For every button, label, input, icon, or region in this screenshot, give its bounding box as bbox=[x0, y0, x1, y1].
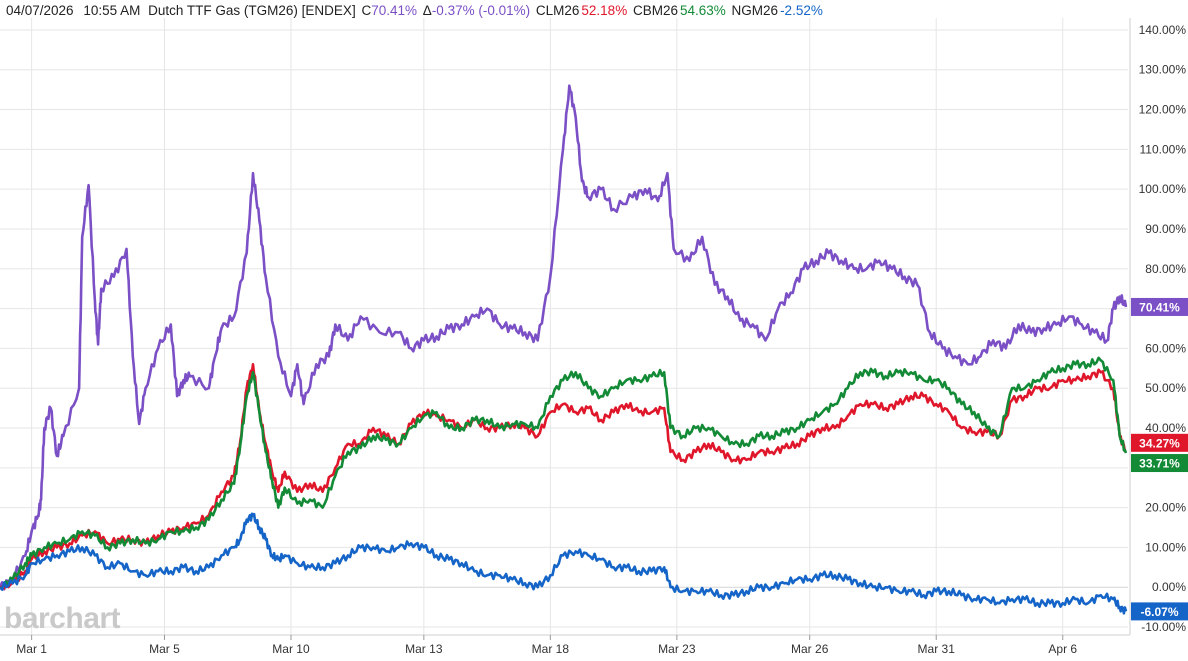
last-value-label-CBM26: 33.71% bbox=[1139, 457, 1180, 471]
x-tick-label: Mar 1 bbox=[16, 642, 47, 656]
x-tick-label: Mar 26 bbox=[791, 642, 829, 656]
header-change-value: -0.37% (-0.01%) bbox=[431, 3, 531, 18]
chart-header: 04/07/2026 10:55 AM Dutch TTF Gas (TGM26… bbox=[6, 3, 825, 18]
header-s3-value: -2.52% bbox=[780, 3, 823, 18]
last-value-label-CLM26: 34.27% bbox=[1139, 436, 1180, 450]
header-s1-symbol: CLM26 bbox=[535, 3, 580, 18]
x-tick-label: Mar 18 bbox=[532, 642, 570, 656]
header-change-label: Δ bbox=[422, 3, 432, 18]
y-tick-label: 130.00% bbox=[1139, 63, 1187, 77]
y-tick-label: 120.00% bbox=[1139, 103, 1187, 117]
series-line-NGM26 bbox=[0, 512, 1128, 615]
x-tick-label: Mar 31 bbox=[918, 642, 956, 656]
y-tick-label: 50.00% bbox=[1145, 381, 1186, 395]
series-line-CBM26 bbox=[0, 356, 1128, 591]
y-tick-label: -10.00% bbox=[1141, 620, 1186, 634]
header-close-label: C bbox=[361, 3, 372, 18]
last-value-label-NGM26: -6.07% bbox=[1140, 605, 1178, 619]
last-value-tags: 70.41% 34.27% 33.71% -6.07% bbox=[1131, 297, 1188, 621]
x-tick-label: Mar 5 bbox=[149, 642, 180, 656]
y-tick-label: 10.00% bbox=[1145, 540, 1186, 554]
y-axis: -10.00%0.00%10.00%20.00%30.00%40.00%50.0… bbox=[1129, 18, 1187, 635]
y-tick-label: 110.00% bbox=[1140, 142, 1187, 156]
x-tick-label: Apr 6 bbox=[1048, 642, 1077, 656]
y-tick-label: 60.00% bbox=[1145, 341, 1186, 355]
y-tick-label: 80.00% bbox=[1145, 262, 1186, 276]
header-s3-symbol: NGM26 bbox=[731, 3, 779, 18]
series-layer bbox=[0, 84, 1128, 615]
last-value-tag-CBM26 bbox=[1131, 454, 1188, 473]
header-close-value: 70.41% bbox=[371, 3, 418, 18]
x-tick-label: Mar 23 bbox=[658, 642, 696, 656]
series-line-TGM26 bbox=[0, 84, 1128, 591]
x-axis: Mar 1 Mar 5 Mar 10 Mar 13 Mar 18 Mar 23 Mar 26… bbox=[0, 634, 1130, 656]
x-tick-label: Mar 13 bbox=[405, 642, 443, 656]
y-tick-label: 20.00% bbox=[1145, 501, 1186, 515]
header-s2-symbol: CBM26 bbox=[632, 3, 678, 18]
last-value-tag-CLM26 bbox=[1131, 433, 1188, 452]
last-value-tag-NGM26 bbox=[1131, 602, 1188, 621]
y-tick-label: 0.00% bbox=[1152, 580, 1186, 594]
barchart-logo: barchart bbox=[4, 602, 121, 635]
x-tick-label: Mar 10 bbox=[272, 642, 310, 656]
header-time: 10:55 AM bbox=[83, 3, 141, 18]
last-value-label-TGM26: 70.41% bbox=[1139, 300, 1180, 314]
header-s1-value: 52.18% bbox=[581, 3, 628, 18]
y-tick-label: 140.00% bbox=[1139, 23, 1187, 37]
gridlines bbox=[0, 18, 1128, 635]
y-tick-label: 100.00% bbox=[1139, 182, 1187, 196]
header-date: 04/07/2026 bbox=[6, 3, 74, 18]
y-tick-label: 90.00% bbox=[1145, 222, 1186, 236]
header-instrument: Dutch TTF Gas (TGM26) [ENDEX] bbox=[148, 3, 356, 18]
header-s2-value: 54.63% bbox=[679, 3, 726, 18]
y-tick-label: 40.00% bbox=[1145, 421, 1186, 435]
series-line-CLM26 bbox=[0, 363, 1127, 590]
last-value-tag-TGM26 bbox=[1131, 297, 1188, 316]
